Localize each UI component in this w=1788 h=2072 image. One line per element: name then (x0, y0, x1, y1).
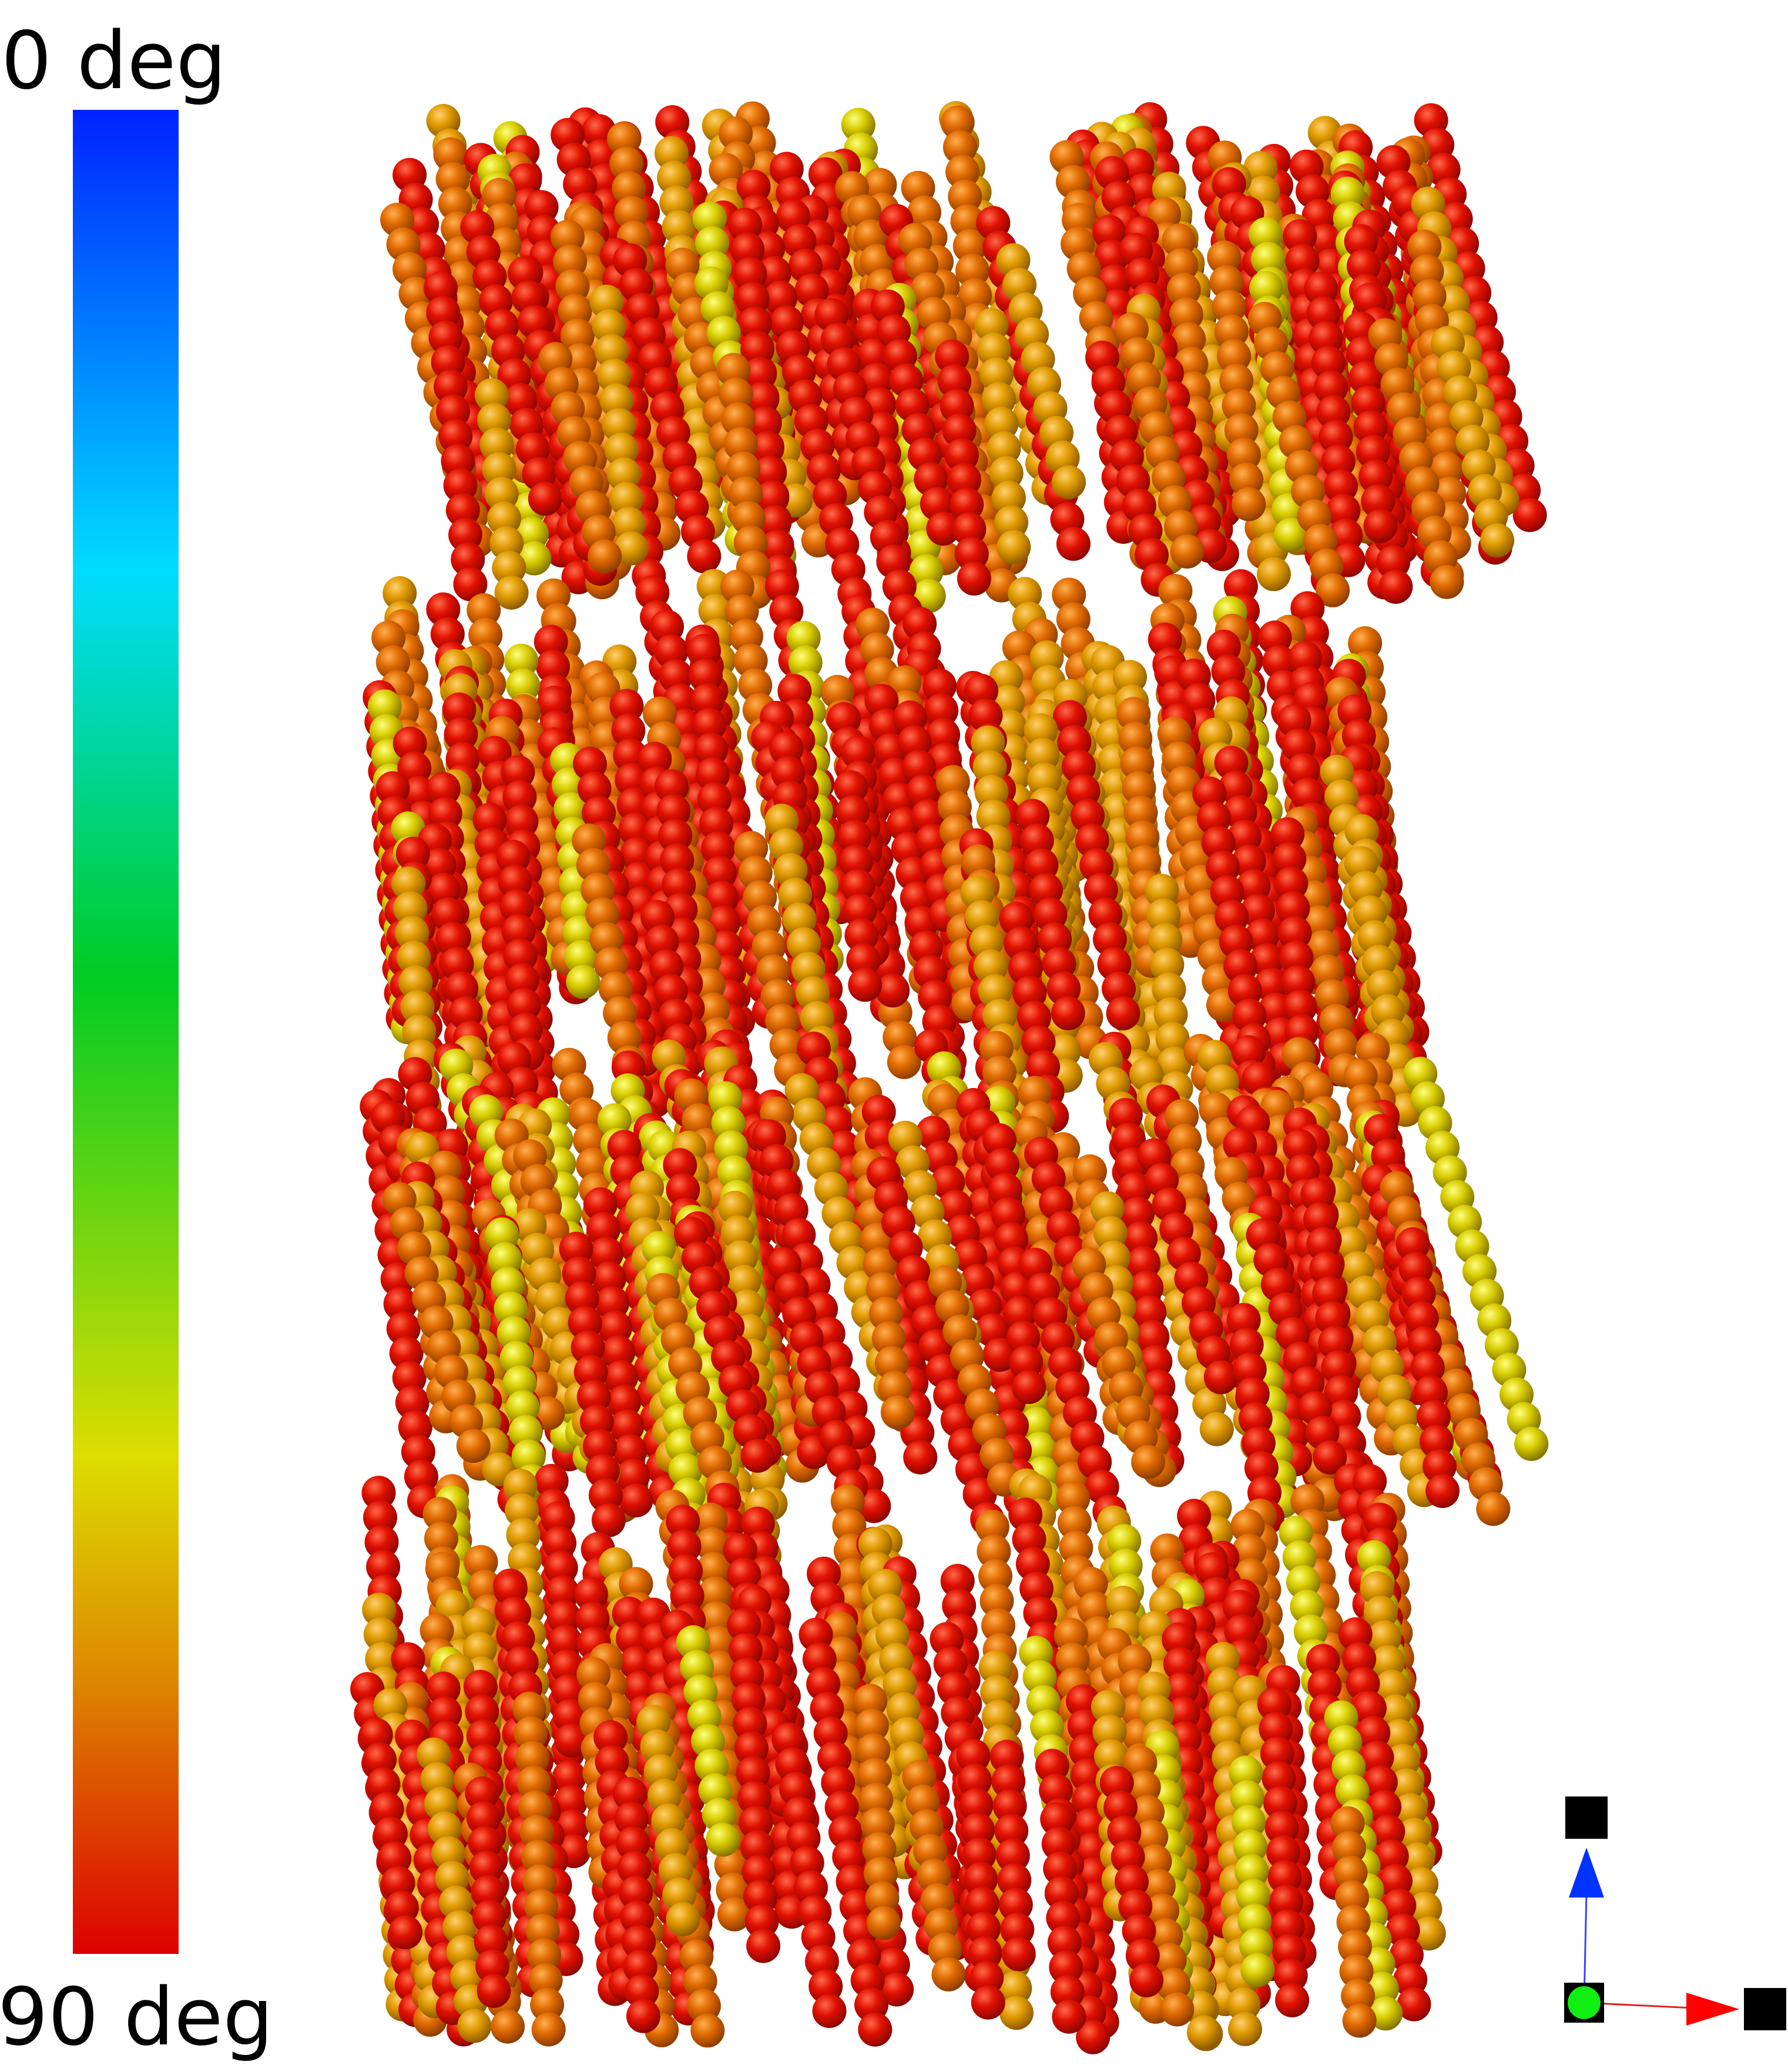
atom (1106, 996, 1140, 1030)
atom (1476, 1492, 1511, 1526)
atom (1170, 534, 1205, 569)
atom (588, 539, 622, 574)
atom (948, 179, 982, 214)
atom (955, 253, 989, 288)
atom (848, 968, 883, 1002)
atom (433, 137, 468, 172)
atom (1232, 487, 1266, 522)
atom (524, 190, 559, 224)
atom (903, 1440, 938, 1475)
atom (1480, 523, 1515, 558)
atom (942, 130, 977, 164)
atom (1052, 465, 1086, 499)
atom (528, 481, 562, 516)
atom (508, 163, 542, 197)
atom (435, 162, 470, 196)
atom (662, 210, 696, 244)
atom (1243, 150, 1278, 185)
molecule-render (350, 101, 1549, 2054)
atom (606, 122, 641, 156)
atom (736, 170, 771, 204)
atom (1363, 509, 1398, 543)
atom (958, 278, 992, 313)
atom (1051, 996, 1085, 1030)
atom (1203, 1360, 1238, 1395)
atom (940, 105, 975, 140)
atom (659, 185, 694, 220)
atom (482, 177, 516, 212)
atom (997, 530, 1031, 565)
atom (1012, 1370, 1046, 1404)
atom (719, 116, 753, 151)
atom (438, 186, 472, 221)
atom (1430, 565, 1464, 599)
atom (566, 965, 601, 999)
atom (841, 108, 875, 142)
atom (1512, 498, 1547, 532)
atom (1330, 176, 1365, 211)
atom (1256, 557, 1291, 592)
atom (619, 1483, 653, 1517)
atom (945, 155, 980, 189)
atom (456, 1429, 491, 1463)
atom (950, 204, 985, 239)
atom (654, 136, 689, 170)
atom (957, 561, 991, 596)
atom (863, 167, 897, 202)
atom (1378, 569, 1413, 604)
atom (657, 160, 692, 195)
atom (612, 171, 646, 206)
atom (609, 146, 644, 181)
atom (1056, 526, 1091, 561)
atom (808, 157, 843, 192)
atom (952, 229, 987, 263)
atom (687, 539, 722, 573)
atom (614, 196, 649, 230)
atom (1199, 1412, 1234, 1446)
atom (695, 226, 729, 260)
atom (1514, 1426, 1549, 1461)
atom (880, 1395, 915, 1430)
atom (692, 202, 727, 236)
atom (1147, 197, 1182, 231)
